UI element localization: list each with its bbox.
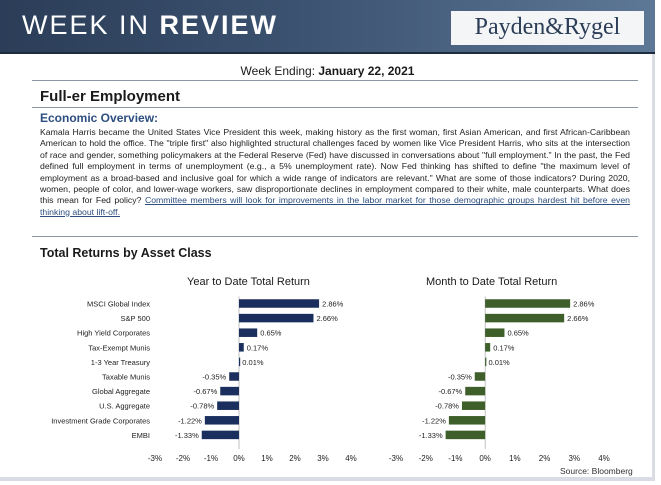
week-ending-label: Week Ending: <box>240 64 319 78</box>
ytd-category-label: High Yield Corporates <box>77 329 150 338</box>
mtd-bar <box>485 328 505 337</box>
ytd-bar <box>229 372 239 381</box>
ytd-category-label: U.S. Aggregate <box>99 402 150 411</box>
overview-paragraph: Kamala Harris became the United States V… <box>40 127 630 218</box>
mtd-value-label: 0.17% <box>493 343 515 352</box>
ytd-value-label: -0.35% <box>202 373 226 382</box>
ytd-value-label: 0.65% <box>260 329 282 338</box>
mtd-bar <box>485 299 571 308</box>
mtd-tick-label: 3% <box>569 454 581 463</box>
returns-heading: Total Returns by Asset Class <box>40 246 212 260</box>
mtd-chart-title: Month to Date Total Return <box>426 276 558 288</box>
ytd-tick-label: 4% <box>345 454 357 463</box>
divider-top <box>32 80 638 81</box>
ytd-category-label: 1-3 Year Treasury <box>91 358 150 367</box>
ytd-tick-label: -1% <box>204 454 218 463</box>
ytd-value-label: 0.17% <box>247 343 269 352</box>
ytd-bar <box>220 386 239 396</box>
ytd-category-label: Investment Grade Corporates <box>51 416 150 425</box>
ytd-chart-title: Year to Date Total Return <box>187 276 310 288</box>
mtd-value-label: -1.33% <box>419 431 443 440</box>
mtd-value-label: -0.78% <box>435 402 459 411</box>
ytd-value-label: -1.33% <box>175 431 199 440</box>
ytd-category-label: MSCI Global Index <box>87 300 150 309</box>
mtd-bar <box>485 357 487 367</box>
ytd-category-label: Taxable Munis <box>102 373 150 382</box>
mtd-tick-label: 1% <box>509 454 521 463</box>
ytd-value-label: 2.86% <box>322 300 344 309</box>
mtd-bar <box>465 386 486 396</box>
week-ending-date: January 22, 2021 <box>318 64 415 78</box>
mtd-tick-label: -2% <box>419 454 433 463</box>
mtd-tick-label: 4% <box>598 454 610 463</box>
ytd-bar <box>217 401 239 410</box>
ytd-value-label: 0.01% <box>242 358 264 367</box>
mtd-tick-label: 2% <box>539 454 551 463</box>
mtd-value-label: 0.01% <box>488 358 510 367</box>
committee-link[interactable]: Committee members will look for improvem… <box>40 195 630 217</box>
ytd-tick-label: 1% <box>261 454 273 463</box>
logo-text: Payden&Rygel <box>474 14 621 40</box>
ytd-category-label: Global Aggregate <box>92 387 150 396</box>
source-note: Source: Bloomberg <box>560 466 633 476</box>
ytd-bar <box>204 416 239 425</box>
ytd-tick-label: 3% <box>317 454 329 463</box>
mtd-value-label: 2.66% <box>567 314 589 323</box>
mtd-tick-label: 0% <box>479 454 491 463</box>
ytd-value-label: -1.22% <box>178 416 202 425</box>
mtd-bar <box>448 416 486 425</box>
week-ending: Week Ending: January 22, 2021 <box>0 64 655 78</box>
mtd-value-label: 0.65% <box>507 329 529 338</box>
ytd-bar <box>239 328 258 337</box>
ytd-tick-label: -2% <box>176 454 190 463</box>
divider-title <box>32 107 638 108</box>
ytd-bar <box>239 357 241 367</box>
mtd-value-label: -0.35% <box>448 373 472 382</box>
overview-text: Kamala Harris became the United States V… <box>40 127 630 206</box>
ytd-tick-label: 2% <box>289 454 301 463</box>
ytd-bar <box>239 313 314 323</box>
ytd-bar <box>239 299 320 308</box>
ytd-category-label: Tax-Exempt Munis <box>88 343 150 352</box>
overview-heading: Economic Overview: <box>40 111 159 125</box>
ytd-category-label: EMBI <box>132 431 150 440</box>
ytd-bar <box>201 430 239 440</box>
ytd-value-label: -0.67% <box>193 387 217 396</box>
ytd-category-label: S&P 500 <box>121 314 150 323</box>
mtd-value-label: 2.86% <box>573 300 595 309</box>
mtd-bar <box>445 430 486 440</box>
ytd-tick-label: 0% <box>233 454 245 463</box>
mtd-value-label: -1.22% <box>422 416 446 425</box>
title-bold: REVIEW <box>159 10 279 40</box>
mtd-value-label: -0.67% <box>438 387 462 396</box>
ytd-tick-label: -3% <box>148 454 162 463</box>
header-banner: WEEK IN REVIEW Payden&Rygel <box>0 0 655 54</box>
ytd-bar <box>239 343 244 352</box>
title-light: WEEK IN <box>22 10 160 40</box>
ytd-value-label: 2.66% <box>316 314 338 323</box>
logo: Payden&Rygel <box>451 11 644 45</box>
mtd-bar <box>461 401 486 410</box>
divider-mid <box>32 236 638 237</box>
mtd-tick-label: -1% <box>448 454 462 463</box>
mtd-tick-label: -3% <box>389 454 403 463</box>
mtd-bar <box>485 313 565 323</box>
article-title: Full-er Employment <box>40 88 181 105</box>
banner-title: WEEK IN REVIEW <box>22 10 278 41</box>
mtd-bar <box>485 343 491 352</box>
mtd-bar <box>474 372 486 381</box>
ytd-value-label: -0.78% <box>190 402 214 411</box>
